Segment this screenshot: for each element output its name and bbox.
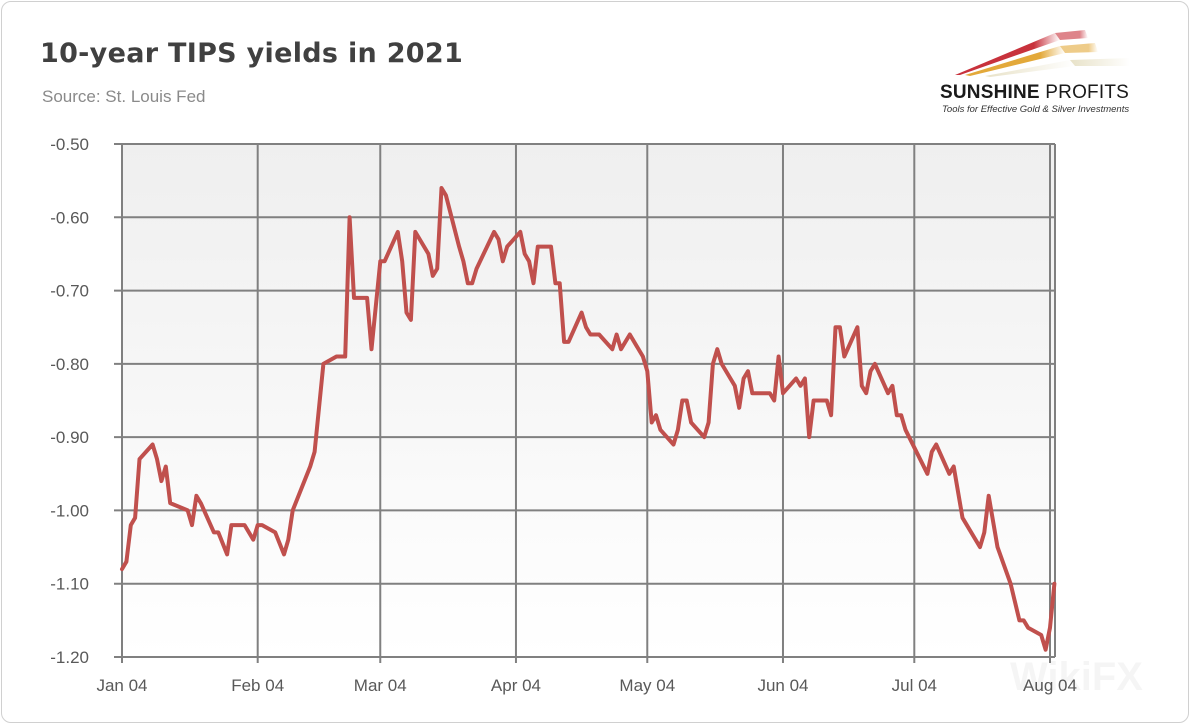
y-tick-label: -0.70 (50, 282, 89, 301)
chart-source: Source: St. Louis Fed (42, 87, 206, 106)
logo-name-bold: SUNSHINE (940, 82, 1040, 103)
gridlines (114, 143, 1056, 663)
x-tick-label: Jan 04 (96, 676, 147, 695)
x-tick-label: Mar 04 (354, 676, 407, 695)
x-tick-label: Aug 04 (1023, 676, 1077, 695)
logo-tagline: Tools for Effective Gold & Silver Invest… (942, 104, 1130, 115)
y-tick-label: -1.10 (50, 575, 89, 594)
x-tick-label: May 04 (619, 676, 675, 695)
series-line (120, 186, 1057, 652)
y-tick-label: -1.00 (50, 501, 89, 520)
sunshine-profits-logo: SUNSHINE PROFITS Tools for Effective Gol… (930, 18, 1175, 118)
y-tick-label: -1.20 (50, 648, 89, 667)
logo-streaks-icon (955, 30, 1130, 77)
x-tick-label: Feb 04 (231, 676, 284, 695)
x-tick-label: Jun 04 (757, 676, 808, 695)
x-tick-label: Jul 04 (892, 676, 937, 695)
y-axis-ticks: -0.50 -0.60 -0.70 -0.80 -0.90 -1.00 -1.10 -1.20 (50, 135, 89, 667)
y-tick-label: -0.90 (50, 428, 89, 447)
plot-area (122, 144, 1055, 657)
x-tick-label: Apr 04 (491, 676, 541, 695)
x-axis-ticks: Jan 04 Feb 04 Mar 04 Apr 04 May 04 Jun 04 Jul … (96, 676, 1076, 695)
logo-name-thin: PROFITS (1045, 82, 1130, 103)
y-tick-label: -0.60 (50, 208, 89, 227)
y-tick-label: -0.80 (50, 355, 89, 374)
y-tick-label: -0.50 (50, 135, 89, 154)
chart-title: 10-year TIPS yields in 2021 (40, 38, 464, 69)
logo-name: SUNSHINE PROFITS (940, 82, 1129, 104)
watermark: WikiFX (1010, 655, 1143, 699)
